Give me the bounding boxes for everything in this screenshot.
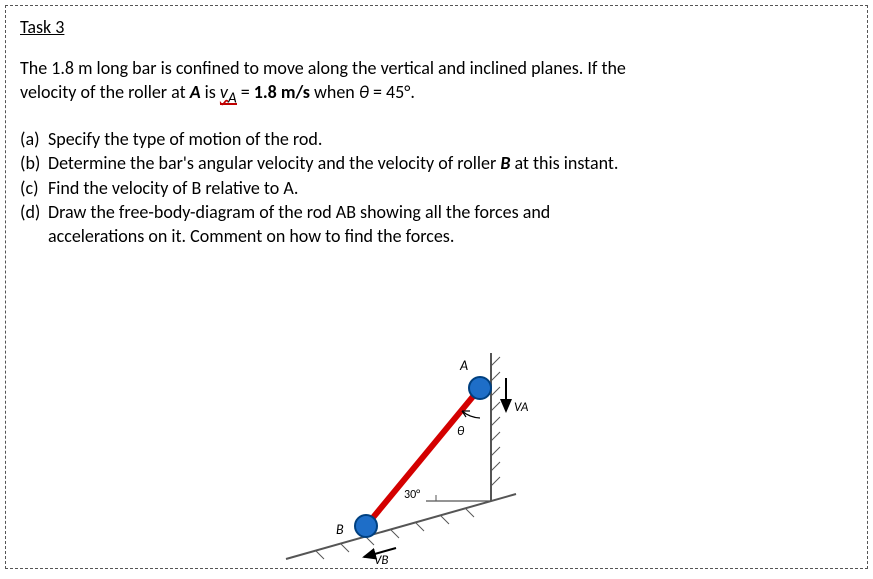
intro-text-2c: is: [201, 81, 220, 103]
part-d-text: Draw the free-body-diagram of the rod AB…: [48, 200, 853, 249]
diagram: A B VA VB θ 30°: [296, 356, 596, 566]
diagram-svg: A B VA VB θ 30°: [296, 356, 596, 566]
part-d-label: (d): [20, 200, 48, 249]
intro-text-2d: =: [237, 81, 254, 103]
hatch: [466, 509, 474, 517]
part-a-text: Specify the type of motion of the rod.: [48, 127, 853, 151]
part-b: (b) Determine the bar's angular velocity…: [20, 151, 853, 175]
rod: [366, 388, 480, 526]
label-B: B: [336, 521, 344, 538]
v-subscript: A: [228, 90, 237, 108]
hatch: [491, 357, 500, 366]
part-b-pre: Determine the bar's angular velocity and…: [48, 152, 500, 174]
hatch: [491, 387, 500, 396]
label-A: A: [459, 357, 468, 374]
v-letter: v: [220, 81, 228, 103]
part-c-text: Find the velocity of B relative to A.: [48, 176, 853, 200]
theta-symbol: θ: [359, 81, 369, 103]
hatch: [491, 402, 500, 411]
hatch: [441, 516, 449, 524]
part-b-post: at this instant.: [510, 152, 618, 174]
part-b-label: (b): [20, 151, 48, 175]
part-d: (d) Draw the free-body-diagram of the ro…: [20, 200, 853, 249]
roller-a: [469, 377, 491, 399]
part-c-label: (c): [20, 176, 48, 200]
hatch: [416, 523, 424, 531]
part-a-label: (a): [20, 127, 48, 151]
hatch: [366, 537, 374, 545]
velocity-value: 1.8 m/s: [254, 81, 310, 103]
intro-text-2e: when: [310, 81, 359, 103]
hatch: [391, 530, 399, 538]
part-b-text: Determine the bar's angular velocity and…: [48, 151, 853, 175]
part-d-line1: Draw the free-body-diagram of the rod AB…: [48, 201, 550, 223]
hatch: [491, 432, 500, 441]
parts-list: (a) Specify the type of motion of the ro…: [20, 127, 853, 248]
hatch: [491, 462, 500, 471]
hatch: [491, 417, 500, 426]
roller-b: [355, 515, 377, 537]
label-30: 30°: [404, 488, 420, 502]
hatch: [491, 477, 500, 486]
point-B-ref: B: [500, 152, 510, 174]
label-vB: VB: [374, 553, 388, 568]
problem-statement: The 1.8 m long bar is confined to move a…: [20, 56, 853, 109]
page-container: Task 3 The 1.8 m long bar is confined to…: [5, 5, 868, 569]
point-A-ref: A: [190, 81, 201, 103]
vA-symbol: vA: [220, 81, 237, 105]
hatch: [491, 372, 500, 381]
inclined-floor: [286, 494, 516, 559]
hatch: [316, 551, 324, 559]
part-c: (c) Find the velocity of B relative to A…: [20, 176, 853, 200]
hatch: [341, 544, 349, 552]
intro-text-1: The 1.8 m long bar is confined to move a…: [20, 57, 626, 79]
intro-text-2f: = 45°.: [369, 81, 415, 103]
hatch: [491, 447, 500, 456]
part-d-line2: accelerations on it. Comment on how to f…: [48, 225, 454, 247]
label-vA: VA: [514, 400, 529, 415]
task-title: Task 3: [20, 16, 853, 38]
label-theta: θ: [457, 424, 465, 439]
intro-text-2a: velocity of the roller at: [20, 81, 190, 103]
part-a: (a) Specify the type of motion of the ro…: [20, 127, 853, 151]
